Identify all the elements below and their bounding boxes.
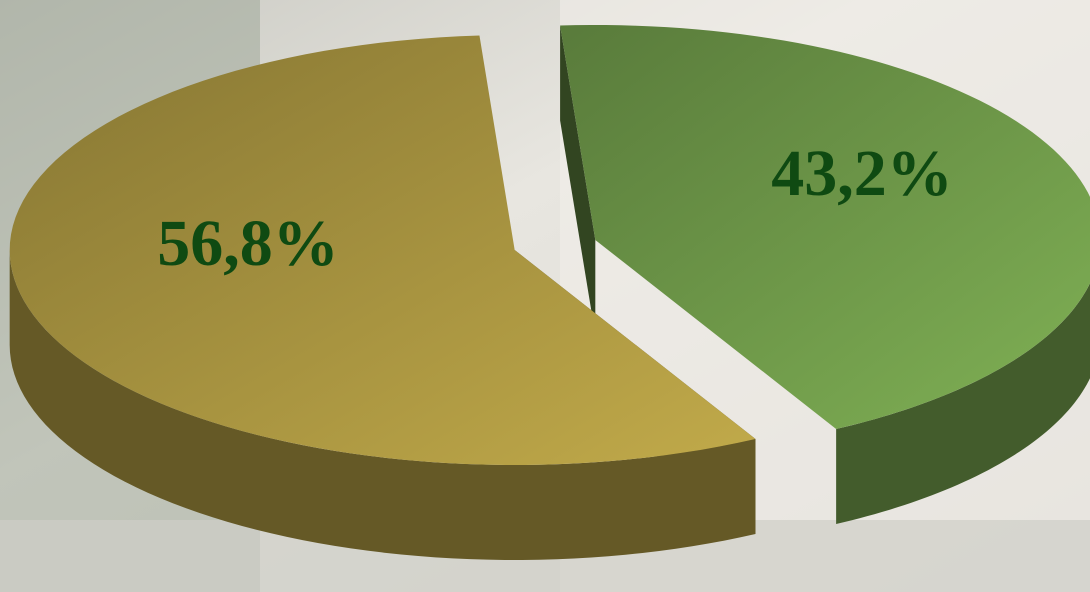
value-label: 56,8% — [157, 207, 339, 280]
chart: 43,2% 56,8% — [0, 0, 1090, 592]
page: 43,2%56,8% (() => { const data = JSON.pa… — [0, 0, 1090, 592]
value-label: 43,2% — [771, 137, 953, 210]
